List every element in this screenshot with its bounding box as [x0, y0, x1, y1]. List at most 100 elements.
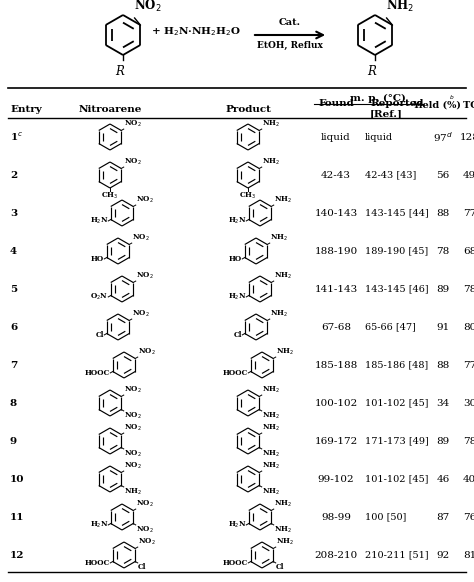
- Text: NH$_2$: NH$_2$: [262, 119, 280, 129]
- Text: 1$^c$: 1$^c$: [10, 131, 23, 143]
- Text: NH$_2$: NH$_2$: [262, 411, 280, 421]
- Text: HOOC: HOOC: [223, 559, 248, 567]
- Text: NO$_2$: NO$_2$: [132, 309, 149, 319]
- Text: NH$_2$: NH$_2$: [262, 487, 280, 497]
- Text: 91: 91: [437, 322, 450, 332]
- Text: 65-66 [47]: 65-66 [47]: [365, 322, 416, 332]
- Text: 87: 87: [437, 513, 450, 521]
- Text: O$_2$N: O$_2$N: [90, 292, 108, 302]
- Text: 185-186 [48]: 185-186 [48]: [365, 360, 428, 370]
- Text: H$_2$N: H$_2$N: [228, 216, 246, 226]
- Text: Reported: Reported: [370, 100, 423, 108]
- Text: Product: Product: [225, 105, 271, 113]
- Text: NO$_2$: NO$_2$: [134, 0, 162, 14]
- Text: 99-102: 99-102: [318, 474, 354, 484]
- Text: 494: 494: [463, 171, 474, 179]
- Text: NO$_2$: NO$_2$: [124, 461, 141, 471]
- Text: 101-102 [45]: 101-102 [45]: [365, 399, 428, 407]
- Text: Cl: Cl: [96, 331, 104, 339]
- Text: 8: 8: [10, 399, 17, 407]
- Text: 101-102 [45]: 101-102 [45]: [365, 474, 428, 484]
- Text: 802: 802: [463, 322, 474, 332]
- Text: 169-172: 169-172: [314, 436, 357, 445]
- Text: liquid: liquid: [365, 133, 393, 141]
- Text: NH$_2$: NH$_2$: [270, 309, 288, 319]
- Text: 12: 12: [10, 551, 25, 559]
- Text: 688: 688: [463, 247, 474, 255]
- Text: 100-102: 100-102: [314, 399, 357, 407]
- Text: NH$_2$: NH$_2$: [274, 525, 292, 535]
- Text: NH$_2$: NH$_2$: [274, 271, 292, 281]
- Text: 97$^d$: 97$^d$: [433, 130, 453, 144]
- Text: HOOC: HOOC: [223, 369, 248, 377]
- Text: 92: 92: [437, 551, 450, 559]
- Text: 171-173 [49]: 171-173 [49]: [365, 436, 429, 445]
- Text: 188-190: 188-190: [314, 247, 357, 255]
- Text: 10: 10: [10, 474, 25, 484]
- Text: NO$_2$: NO$_2$: [138, 347, 155, 357]
- Text: NH$_2$: NH$_2$: [270, 233, 288, 243]
- Text: + H$_2$N·NH$_2$H$_2$O: + H$_2$N·NH$_2$H$_2$O: [151, 26, 241, 38]
- Text: 42-43: 42-43: [321, 171, 351, 179]
- Text: 208-210: 208-210: [314, 551, 357, 559]
- Text: NO$_2$: NO$_2$: [124, 119, 141, 129]
- Text: 78: 78: [437, 247, 450, 255]
- Text: liquid: liquid: [321, 133, 351, 141]
- Text: CH$_3$: CH$_3$: [239, 191, 257, 201]
- Text: HO: HO: [91, 255, 104, 263]
- Text: NO$_2$: NO$_2$: [124, 157, 141, 167]
- Text: NH$_2$: NH$_2$: [274, 195, 292, 205]
- Text: NO$_2$: NO$_2$: [124, 411, 141, 421]
- Text: 34: 34: [437, 399, 450, 407]
- Text: 89: 89: [437, 436, 450, 445]
- Text: 88: 88: [437, 208, 450, 218]
- Text: NH$_2$: NH$_2$: [262, 461, 280, 471]
- Text: 98-99: 98-99: [321, 513, 351, 521]
- Text: NO$_2$: NO$_2$: [124, 449, 141, 459]
- Text: NH$_2$: NH$_2$: [274, 499, 292, 509]
- Text: 811: 811: [463, 551, 474, 559]
- Text: EtOH, Reflux: EtOH, Reflux: [257, 41, 323, 50]
- Text: Cl: Cl: [138, 563, 146, 571]
- Text: 140-143: 140-143: [314, 208, 357, 218]
- Text: H$_2$N: H$_2$N: [90, 520, 108, 530]
- Text: 785: 785: [463, 285, 474, 293]
- Text: NO$_2$: NO$_2$: [132, 233, 149, 243]
- Text: 141-143: 141-143: [314, 285, 357, 293]
- Text: R: R: [367, 65, 376, 78]
- Text: Cl: Cl: [276, 563, 284, 571]
- Text: Yield (%): Yield (%): [412, 101, 461, 109]
- Text: Cl: Cl: [234, 331, 242, 339]
- Text: $^b$: $^b$: [449, 96, 455, 104]
- Text: 67-68: 67-68: [321, 322, 351, 332]
- Text: 9: 9: [10, 436, 17, 445]
- Text: HOOC: HOOC: [85, 369, 110, 377]
- Text: NH$_2$: NH$_2$: [276, 347, 294, 357]
- Text: Nitroarene: Nitroarene: [78, 105, 142, 113]
- Text: 189-190 [45]: 189-190 [45]: [365, 247, 428, 255]
- Text: 210-211 [51]: 210-211 [51]: [365, 551, 428, 559]
- Text: 4: 4: [10, 247, 17, 255]
- Text: 776: 776: [463, 208, 474, 218]
- Text: 406: 406: [463, 474, 474, 484]
- Text: H$_2$N: H$_2$N: [228, 520, 246, 530]
- Text: NO$_2$: NO$_2$: [136, 195, 154, 205]
- Text: 185-188: 185-188: [314, 360, 357, 370]
- Text: m. p. (°C): m. p. (°C): [350, 94, 406, 103]
- Text: Found: Found: [318, 100, 354, 108]
- Text: NH$_2$: NH$_2$: [386, 0, 414, 14]
- Text: H$_2$N: H$_2$N: [90, 216, 108, 226]
- Text: NO$_2$: NO$_2$: [124, 385, 141, 395]
- Text: 300: 300: [463, 399, 474, 407]
- Text: NO$_2$: NO$_2$: [124, 423, 141, 433]
- Text: 100 [50]: 100 [50]: [365, 513, 406, 521]
- Text: NH$_2$: NH$_2$: [262, 385, 280, 395]
- Text: NO$_2$: NO$_2$: [138, 537, 155, 547]
- Text: 3: 3: [10, 208, 17, 218]
- Text: 89: 89: [437, 285, 450, 293]
- Text: 7: 7: [10, 360, 17, 370]
- Text: NO$_2$: NO$_2$: [136, 499, 154, 509]
- Text: HO: HO: [229, 255, 242, 263]
- Text: 785: 785: [463, 436, 474, 445]
- Text: Entry: Entry: [10, 105, 42, 113]
